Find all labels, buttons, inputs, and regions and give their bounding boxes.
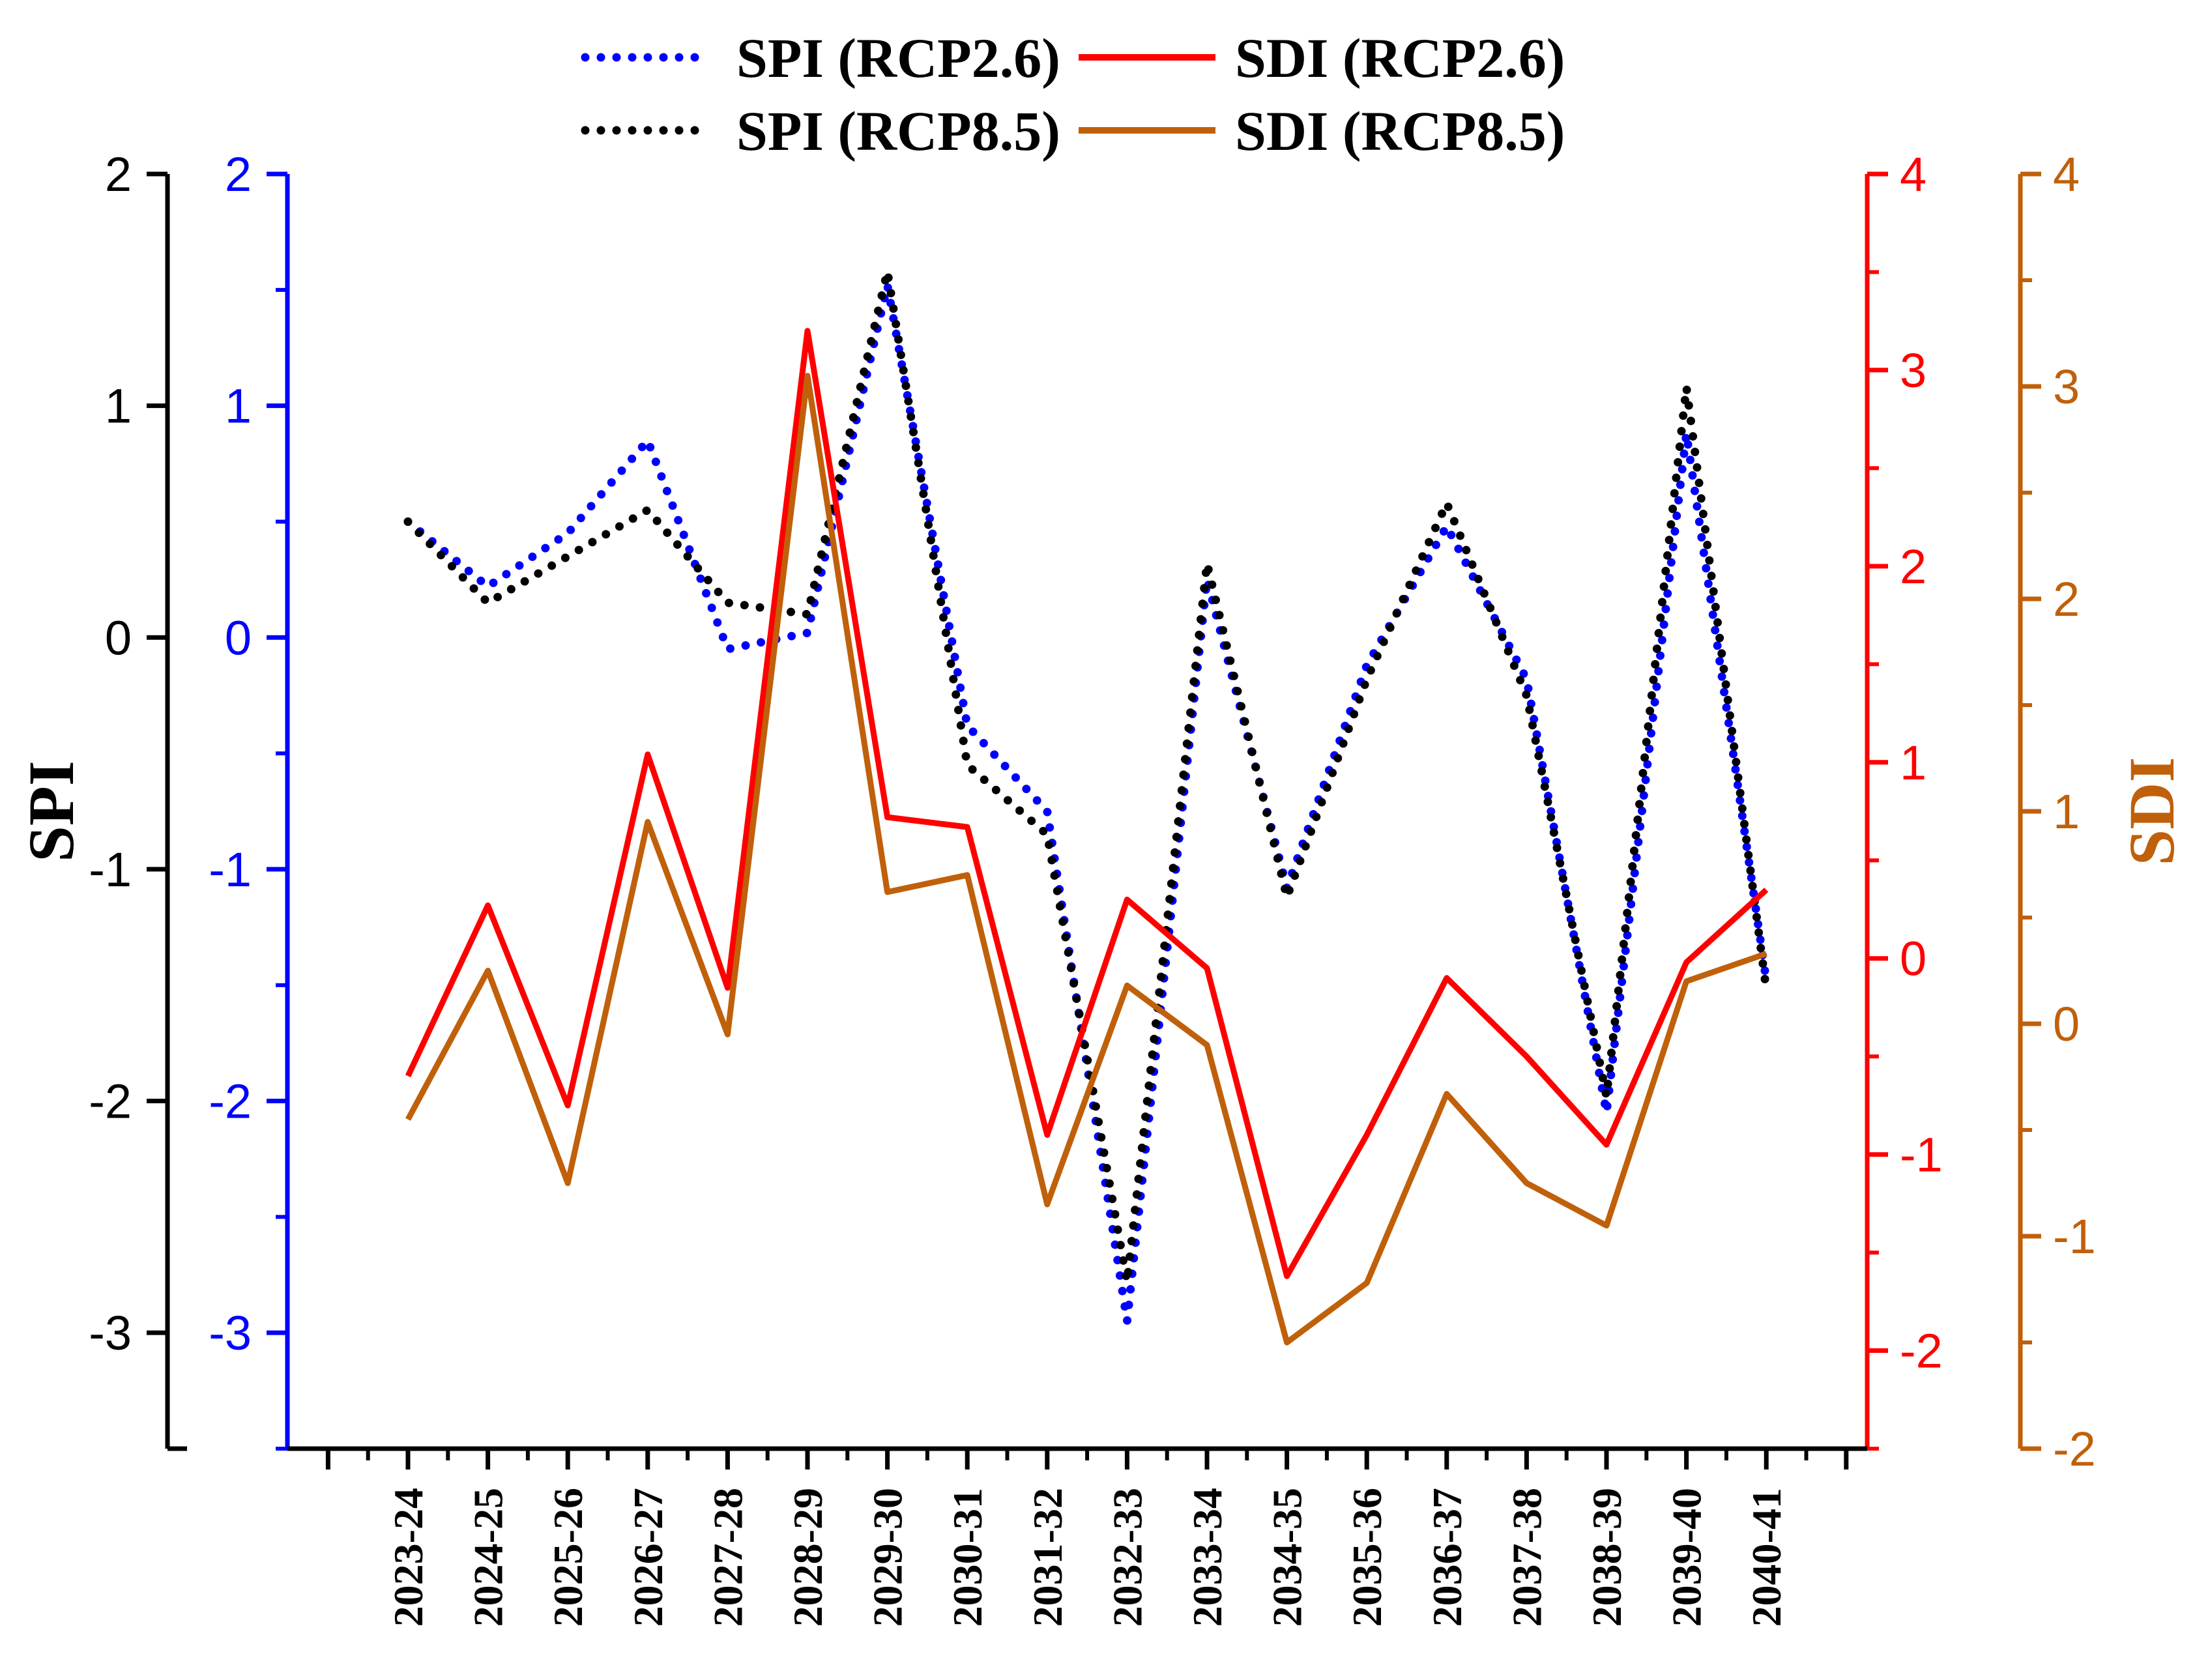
y-tick-label-sdi_brown: 0 — [2053, 997, 2080, 1051]
y-tick-label-spi_outer: -3 — [89, 1306, 132, 1360]
x-tick-label: 2030-31 — [944, 1488, 991, 1627]
x-tick-label: 2039-40 — [1664, 1488, 1710, 1627]
y-tick-label-sdi_red: 4 — [1900, 147, 1926, 201]
x-tick-label: 2036-37 — [1424, 1488, 1470, 1627]
y-tick-label-sdi_brown: -2 — [2053, 1422, 2096, 1476]
x-tick-label: 2033-34 — [1184, 1488, 1230, 1627]
y-tick-label-spi_outer: 1 — [105, 379, 132, 433]
y-tick-label-sdi_red: 2 — [1900, 540, 1926, 594]
y-tick-label-sdi_red: -2 — [1900, 1324, 1943, 1378]
y-tick-label-spi_outer: 0 — [105, 611, 132, 665]
x-tick-label: 2032-33 — [1104, 1488, 1150, 1627]
y-tick-label-spi_outer: -1 — [89, 843, 132, 897]
y-tick-label-sdi_brown: -1 — [2053, 1209, 2096, 1264]
x-tick-label: 2024-25 — [465, 1488, 512, 1627]
x-tick-label: 2037-38 — [1504, 1488, 1550, 1627]
y-tick-label-spi_inner: 1 — [225, 379, 252, 433]
y-tick-label-sdi_red: 3 — [1900, 343, 1926, 398]
y-tick-label-spi_inner: -3 — [209, 1306, 252, 1360]
x-tick-label: 2040-41 — [1743, 1488, 1790, 1627]
series-line-spi-rcp8-5- — [403, 267, 1771, 1286]
y-axis-title-sdi: SDI — [2115, 757, 2188, 866]
y-tick-label-spi_inner: -1 — [209, 843, 252, 897]
y-tick-label-spi_inner: -2 — [209, 1075, 252, 1129]
x-tick-label: 2034-35 — [1264, 1488, 1311, 1627]
y-tick-label-sdi_red: 1 — [1900, 736, 1926, 790]
x-tick-label: 2038-39 — [1584, 1488, 1630, 1627]
x-tick-label: 2035-36 — [1344, 1488, 1390, 1627]
x-tick-label: 2029-30 — [865, 1488, 911, 1627]
legend-label: SPI (RCP8.5) — [736, 100, 1060, 162]
y-tick-label-sdi_brown: 2 — [2053, 572, 2080, 626]
x-tick-label: 2023-24 — [385, 1488, 431, 1627]
y-tick-label-spi_inner: 0 — [225, 611, 252, 665]
legend-label: SPI (RCP2.6) — [736, 27, 1060, 89]
x-tick-label: 2031-32 — [1025, 1488, 1071, 1627]
series-line-sdi-rcp8-5- — [405, 373, 1767, 1346]
x-tick-label: 2028-29 — [785, 1488, 831, 1627]
y-tick-label-spi_outer: -2 — [89, 1075, 132, 1129]
x-tick-label: 2026-27 — [625, 1488, 671, 1627]
x-tick-label: 2025-26 — [545, 1488, 591, 1627]
x-tick-label: 2027-28 — [705, 1488, 751, 1627]
series-line-spi-rcp2-6- — [403, 281, 1771, 1325]
y-tick-label-sdi_brown: 3 — [2053, 360, 2080, 414]
y-tick-label-sdi_red: 0 — [1900, 932, 1926, 986]
series-line-sdi-rcp2-6- — [405, 328, 1769, 1279]
legend-label: SDI (RCP8.5) — [1235, 100, 1565, 162]
y-tick-label-sdi_brown: 1 — [2053, 785, 2080, 839]
y-axis-title-spi: SPI — [15, 760, 87, 862]
y-tick-label-spi_outer: 2 — [105, 147, 132, 201]
legend-label: SDI (RCP2.6) — [1235, 27, 1565, 89]
y-tick-label-sdi_brown: 4 — [2053, 147, 2080, 201]
y-tick-label-spi_inner: 2 — [225, 147, 252, 201]
y-tick-label-sdi_red: -1 — [1900, 1128, 1943, 1182]
